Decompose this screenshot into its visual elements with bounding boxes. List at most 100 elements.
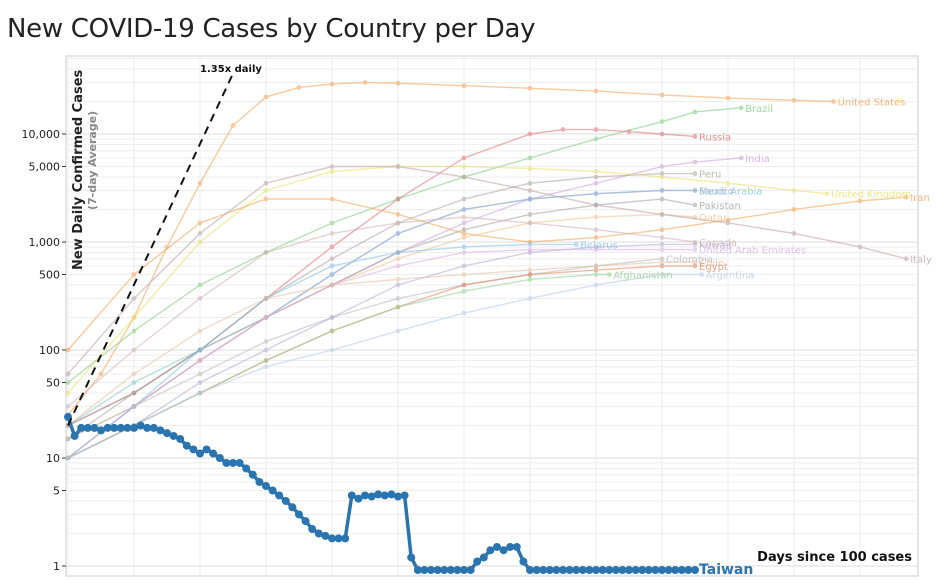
series-label: Peru [699,170,721,181]
data-point [527,296,533,301]
data-point [486,546,495,555]
data-point [499,546,508,555]
data-point [692,259,698,265]
data-point [527,242,533,247]
data-point [461,83,467,89]
data-point [328,534,336,543]
data-point [329,263,335,269]
data-point [136,421,145,430]
series-label: Russia [699,132,731,143]
data-point [658,566,666,574]
series-canada[interactable] [65,214,698,409]
data-point [460,566,468,574]
data-point [189,445,198,454]
data-point [659,263,665,269]
data-point [461,310,467,316]
data-point [131,347,137,353]
data-point [131,272,137,277]
data-point [659,242,665,247]
data-point [461,235,467,240]
data-point [395,164,401,169]
data-point [395,231,401,236]
data-point [255,477,264,486]
series-label: Brazil [745,104,773,115]
data-point [281,496,290,505]
data-point [329,196,335,202]
y-tick-label: 1,000 [29,236,61,249]
data-point [263,296,269,301]
data-point [131,328,137,334]
data-point [65,347,71,353]
data-point [791,231,797,236]
data-point [354,494,363,503]
y-tick-label: 10,000 [22,128,61,141]
data-point [329,169,335,174]
data-point [65,404,71,409]
data-point [857,244,863,250]
data-point [659,188,665,193]
data-point [131,380,137,385]
series-united-states[interactable] [65,80,836,418]
y-tick-label: 500 [39,269,60,282]
data-point [263,180,269,186]
reference-line [67,73,234,426]
series-chile[interactable] [65,259,698,428]
data-point [692,171,698,176]
reference-layer: 1.35x daily [67,64,262,426]
data-point [361,491,369,500]
data-point [242,464,251,473]
data-point [263,188,269,193]
series-line [67,258,663,440]
series-label: Italy [910,255,932,266]
data-point [659,227,665,233]
data-point [857,198,863,204]
data-point [593,272,599,277]
y-axis-ticks: 1 5 10 50 100 500 1,000 5,000 10,000 [22,128,66,573]
data-point [461,250,467,255]
data-point [446,566,455,574]
data-point [329,328,335,334]
data-point [70,431,79,440]
data-point [659,272,665,277]
data-point [527,277,533,282]
data-point [565,566,574,574]
data-point [593,191,599,197]
series-brazil[interactable] [65,105,744,385]
data-point [440,566,449,574]
data-point [209,449,218,458]
data-point [573,242,579,247]
series-line [67,81,834,416]
data-point [196,449,204,458]
data-point [262,482,270,491]
data-point [461,220,467,226]
series-taiwan[interactable] [64,412,699,574]
data-point [229,458,237,467]
data-point [197,358,203,363]
data-point [461,263,467,269]
data-point [453,566,462,574]
data-point [738,105,744,111]
data-point [103,423,112,432]
data-point [593,247,599,253]
data-point [395,282,401,288]
series-label: United Arab Emirates [699,246,806,257]
series-italy[interactable] [65,164,909,377]
series-line [67,107,742,384]
data-point [329,282,335,288]
data-point [461,288,467,294]
data-point [215,454,224,462]
data-point [677,566,686,574]
data-point [461,244,467,250]
y-tick-label: 5 [53,485,60,498]
series-label: Afghanistan [613,271,673,282]
data-point [347,491,356,500]
data-point [593,88,599,94]
data-point [671,566,680,574]
y-tick-label: 1 [53,560,60,573]
data-point [461,196,467,202]
data-point [473,557,482,566]
data-point [631,566,640,574]
data-point [593,174,599,180]
data-point [197,180,203,186]
data-point [182,441,191,450]
